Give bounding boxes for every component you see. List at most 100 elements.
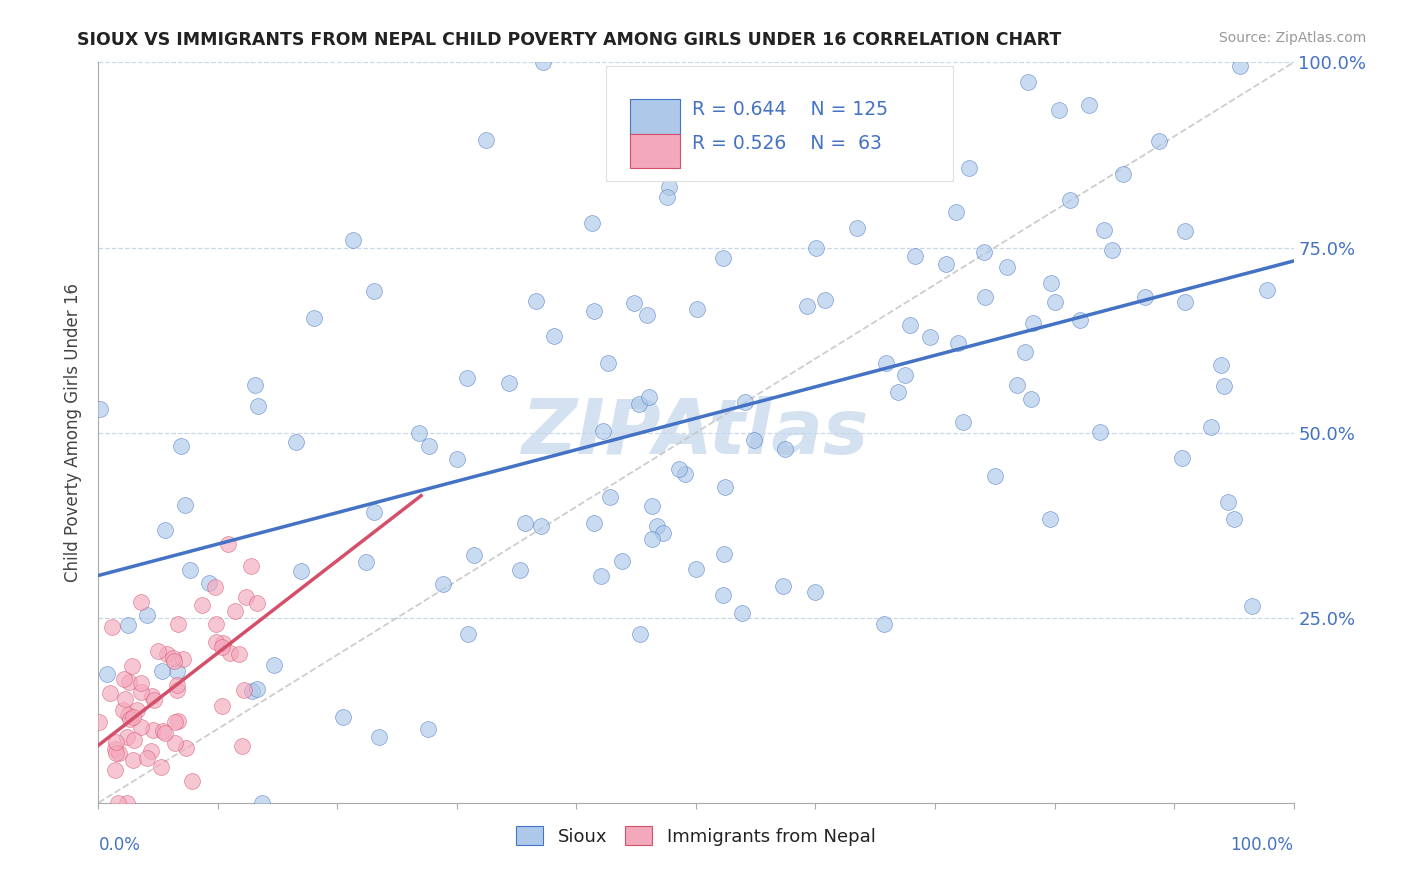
Point (875, 356, 897, 370)
Point (408, 426, 430, 441)
Point (1256, 283, 1278, 297)
Point (118, 675, 141, 690)
Point (181, 774, 204, 789)
Point (1069, 312, 1091, 326)
Point (368, 730, 391, 744)
Point (131, 595, 153, 609)
Point (713, 547, 735, 561)
Point (731, 607, 754, 621)
Point (524, 294, 547, 309)
Point (302, 310, 325, 325)
Legend: Sioux, Immigrants from Nepal: Sioux, Immigrants from Nepal (509, 819, 883, 853)
Point (163, 736, 186, 750)
Point (243, 378, 266, 392)
Point (796, 300, 818, 314)
Point (903, 249, 925, 263)
Point (651, 525, 673, 540)
Point (342, 233, 364, 247)
Point (1101, 244, 1123, 258)
Point (641, 499, 664, 513)
Point (628, 626, 651, 640)
Point (636, 308, 658, 322)
Point (142, 693, 165, 707)
Point (141, 744, 163, 758)
Point (873, 617, 896, 632)
Point (734, 395, 756, 409)
Point (658, 180, 681, 194)
Point (592, 424, 614, 438)
Point (115, 796, 138, 810)
Point (108, 746, 131, 760)
Point (121, 753, 143, 767)
Point (235, 590, 257, 604)
Point (117, 707, 139, 722)
Point (1022, 316, 1045, 330)
Point (121, 659, 143, 673)
Point (920, 330, 942, 344)
Point (638, 390, 661, 404)
Point (804, 241, 827, 255)
Point (246, 399, 269, 413)
Text: R = 0.644    N = 125: R = 0.644 N = 125 (692, 100, 889, 119)
Point (122, 732, 145, 747)
Point (973, 245, 995, 260)
Point (1059, 194, 1081, 208)
Text: 100.0%: 100.0% (1230, 836, 1294, 855)
Point (1216, 495, 1239, 509)
Point (583, 516, 606, 531)
Point (117, 618, 139, 632)
Point (136, 607, 159, 622)
Point (1201, 419, 1223, 434)
Point (418, 439, 440, 453)
Point (131, 685, 153, 699)
Point (211, 640, 233, 654)
Point (240, 684, 263, 698)
Point (363, 284, 385, 298)
Point (191, 598, 214, 612)
Y-axis label: Child Poverty Among Girls Under 16: Child Poverty Among Girls Under 16 (65, 283, 83, 582)
Point (217, 536, 239, 550)
FancyBboxPatch shape (630, 99, 681, 134)
Point (1005, 378, 1028, 392)
Point (599, 491, 621, 505)
Point (162, 650, 184, 665)
Point (179, 563, 201, 577)
Point (627, 397, 650, 411)
Point (935, 257, 957, 271)
Point (163, 714, 186, 729)
Point (1039, 276, 1062, 290)
Point (174, 740, 197, 755)
Point (515, 516, 537, 530)
Point (118, 712, 141, 726)
Point (530, 519, 553, 533)
Point (1111, 167, 1133, 181)
Point (418, 723, 440, 737)
Point (98, 686, 121, 700)
Point (153, 726, 176, 740)
Point (112, 673, 135, 687)
Point (775, 442, 797, 456)
Point (121, 710, 143, 724)
Point (581, 215, 603, 229)
Point (173, 498, 195, 512)
Point (446, 452, 468, 467)
Point (457, 626, 479, 640)
Point (285, 435, 308, 450)
Point (1223, 512, 1246, 526)
Point (668, 462, 690, 476)
Point (101, 620, 124, 634)
Point (246, 596, 269, 610)
Point (945, 205, 967, 219)
Point (463, 548, 485, 562)
Point (153, 523, 176, 537)
Point (533, 55, 555, 70)
Point (224, 604, 246, 618)
Point (1014, 344, 1036, 359)
Point (96, 667, 118, 681)
Point (655, 190, 678, 204)
Point (150, 664, 173, 678)
Point (1047, 103, 1070, 118)
Point (894, 368, 917, 382)
Point (1088, 425, 1111, 439)
Point (107, 796, 129, 810)
